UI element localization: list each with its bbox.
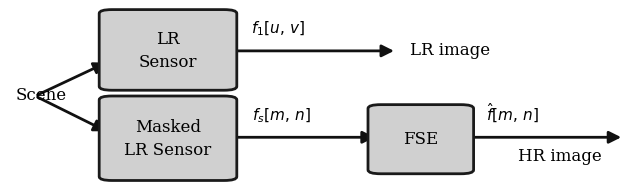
Text: Masked: Masked: [135, 119, 201, 136]
Text: LR image: LR image: [410, 42, 490, 59]
Text: LR: LR: [156, 31, 180, 48]
Text: $f_s[m,\,n]$: $f_s[m,\,n]$: [252, 106, 311, 125]
Text: $\hat{f}[m,\,n]$: $\hat{f}[m,\,n]$: [486, 102, 538, 125]
Text: FSE: FSE: [403, 131, 438, 148]
Text: $f_1[u,\,v]$: $f_1[u,\,v]$: [252, 20, 305, 38]
Text: Scene: Scene: [16, 88, 67, 104]
Text: LR Sensor: LR Sensor: [124, 142, 212, 159]
FancyBboxPatch shape: [99, 96, 237, 180]
Text: HR image: HR image: [518, 148, 602, 165]
Text: Sensor: Sensor: [139, 54, 197, 71]
FancyBboxPatch shape: [99, 10, 237, 90]
FancyBboxPatch shape: [368, 105, 474, 174]
